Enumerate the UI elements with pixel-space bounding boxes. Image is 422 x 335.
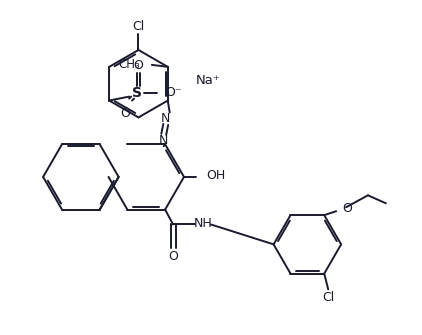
Text: Cl: Cl: [133, 20, 145, 33]
Text: O⁻: O⁻: [165, 86, 181, 99]
Text: Cl: Cl: [322, 291, 334, 304]
Text: NH: NH: [194, 217, 212, 230]
Text: N: N: [159, 134, 168, 147]
Text: OH: OH: [206, 170, 225, 183]
Text: CH₃: CH₃: [118, 58, 140, 71]
Text: O: O: [168, 250, 178, 263]
Text: O: O: [133, 59, 143, 72]
Text: S: S: [132, 86, 142, 99]
Text: Na⁺: Na⁺: [196, 74, 221, 87]
Text: O: O: [120, 107, 130, 120]
Text: O: O: [342, 202, 352, 215]
Text: N: N: [161, 112, 170, 125]
